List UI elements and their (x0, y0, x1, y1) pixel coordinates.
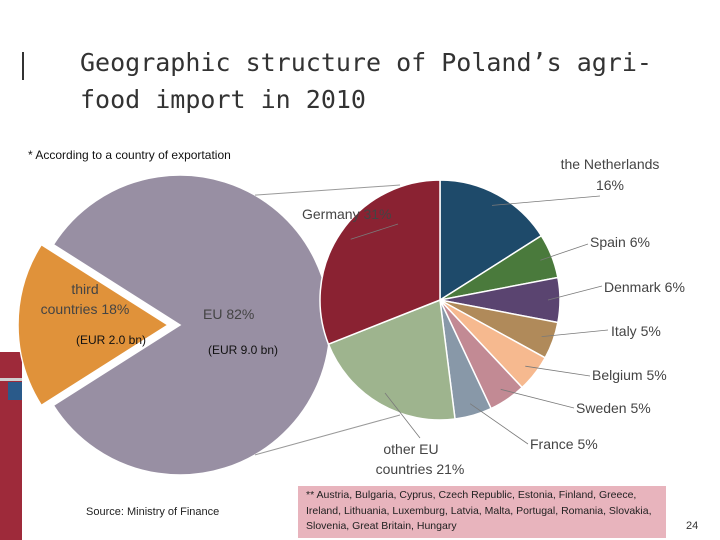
label-leader-lines (350, 195, 609, 445)
footnote: * According to a country of exportation (28, 148, 231, 162)
sweden-label: Sweden 5% (576, 400, 651, 416)
france-label: France 5% (530, 436, 598, 452)
leader-other-eu (384, 392, 421, 439)
left-accent-line (0, 378, 22, 381)
connector-lines (254, 184, 401, 456)
third-value-label: (EUR 2.0 bn) (76, 333, 146, 347)
denmark-label: Denmark 6% (604, 279, 685, 295)
belgium-label: Belgium 5% (592, 367, 667, 383)
note-text: ** Austria, Bulgaria, Cyprus, Czech Repu… (306, 489, 652, 532)
connector-line-top (254, 184, 401, 196)
spain-label: Spain 6% (590, 234, 650, 250)
page-title: Geographic structure of Poland’s agri-fo… (80, 48, 652, 114)
eu-label: EU 82% (203, 306, 254, 322)
leader-germany (350, 223, 399, 240)
note-box (298, 486, 666, 538)
pie-slice-germany (319, 179, 441, 346)
leader-belgium (525, 365, 591, 377)
third-label-line2: countries 18% (41, 301, 130, 317)
leader-sweden (500, 388, 575, 409)
page-number: 24 (686, 520, 699, 532)
italy-label: Italy 5% (611, 323, 661, 339)
leader-denmark (547, 285, 603, 301)
pie-slice-third-countries (17, 243, 170, 407)
germany-label: Germany 31% (302, 206, 391, 222)
eu-value-label: (EUR 9.0 bn) (208, 343, 278, 357)
source-note: Source: Ministry of Finance (86, 506, 220, 518)
eu-breakdown-pie (319, 179, 561, 421)
main-pie (17, 174, 331, 476)
leader-france (469, 403, 529, 445)
netherlands-label-line2: 16% (596, 177, 624, 193)
pie-slice-netherlands (439, 179, 543, 302)
connector-line-bottom (254, 414, 401, 456)
leader-netherlands (491, 195, 601, 206)
third-label-line1: third (71, 281, 98, 297)
other-eu-label-line2: countries 21% (376, 461, 465, 477)
pie-slice-other-eu (327, 298, 456, 421)
other-eu-label-line1: other EU (383, 441, 438, 457)
netherlands-label-line1: the Netherlands (561, 156, 660, 172)
title-accent-bar (22, 52, 24, 80)
leader-spain (540, 243, 589, 261)
leader-italy (541, 329, 609, 337)
left-accent-square (8, 382, 22, 400)
